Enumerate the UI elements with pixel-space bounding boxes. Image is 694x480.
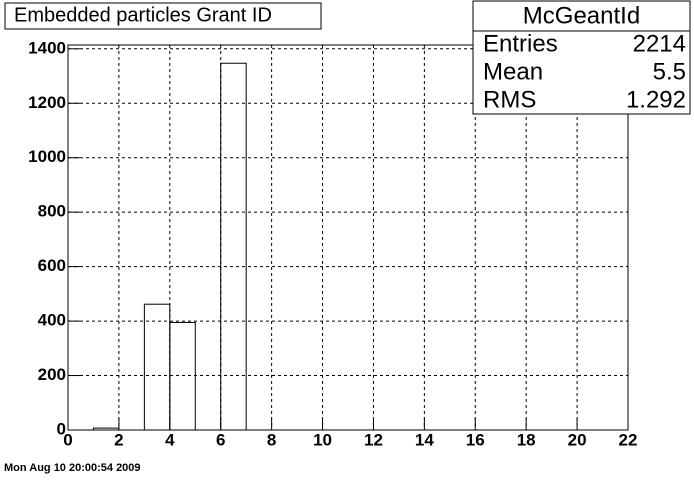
stats-label: RMS <box>483 86 536 113</box>
stats-label: Mean <box>483 58 543 85</box>
chart-title: Embedded particles Grant ID <box>14 4 272 26</box>
x-tick-label: 16 <box>466 430 485 449</box>
x-tick-label: 8 <box>267 430 276 449</box>
stats-value: 2214 <box>633 30 686 57</box>
y-tick-label: 600 <box>38 256 66 275</box>
x-tick-label: 20 <box>568 430 587 449</box>
y-tick-label: 1000 <box>28 147 66 166</box>
y-tick-label: 800 <box>38 202 66 221</box>
x-tick-label: 14 <box>415 430 434 449</box>
stats-label: Entries <box>483 30 558 57</box>
title-box <box>4 2 322 30</box>
x-tick-label: 6 <box>216 430 225 449</box>
stats-value: 5.5 <box>653 58 686 85</box>
y-tick-label: 0 <box>57 419 66 438</box>
stats-value: 1.292 <box>626 86 686 113</box>
stats-title: McGeantId <box>523 2 640 29</box>
stats-box <box>472 0 691 115</box>
x-tick-label: 22 <box>619 430 638 449</box>
y-tick-label: 400 <box>38 311 66 330</box>
x-tick-label: 2 <box>114 430 123 449</box>
x-tick-label: 12 <box>364 430 383 449</box>
y-tick-label: 1200 <box>28 93 66 112</box>
x-tick-label: 18 <box>517 430 536 449</box>
y-tick-label: 1400 <box>28 38 66 57</box>
timestamp: Mon Aug 10 20:00:54 2009 <box>4 462 141 474</box>
x-tick-label: 4 <box>165 430 175 449</box>
x-tick-label: 10 <box>313 430 332 449</box>
y-tick-label: 200 <box>38 365 66 384</box>
x-tick-label: 0 <box>63 430 72 449</box>
